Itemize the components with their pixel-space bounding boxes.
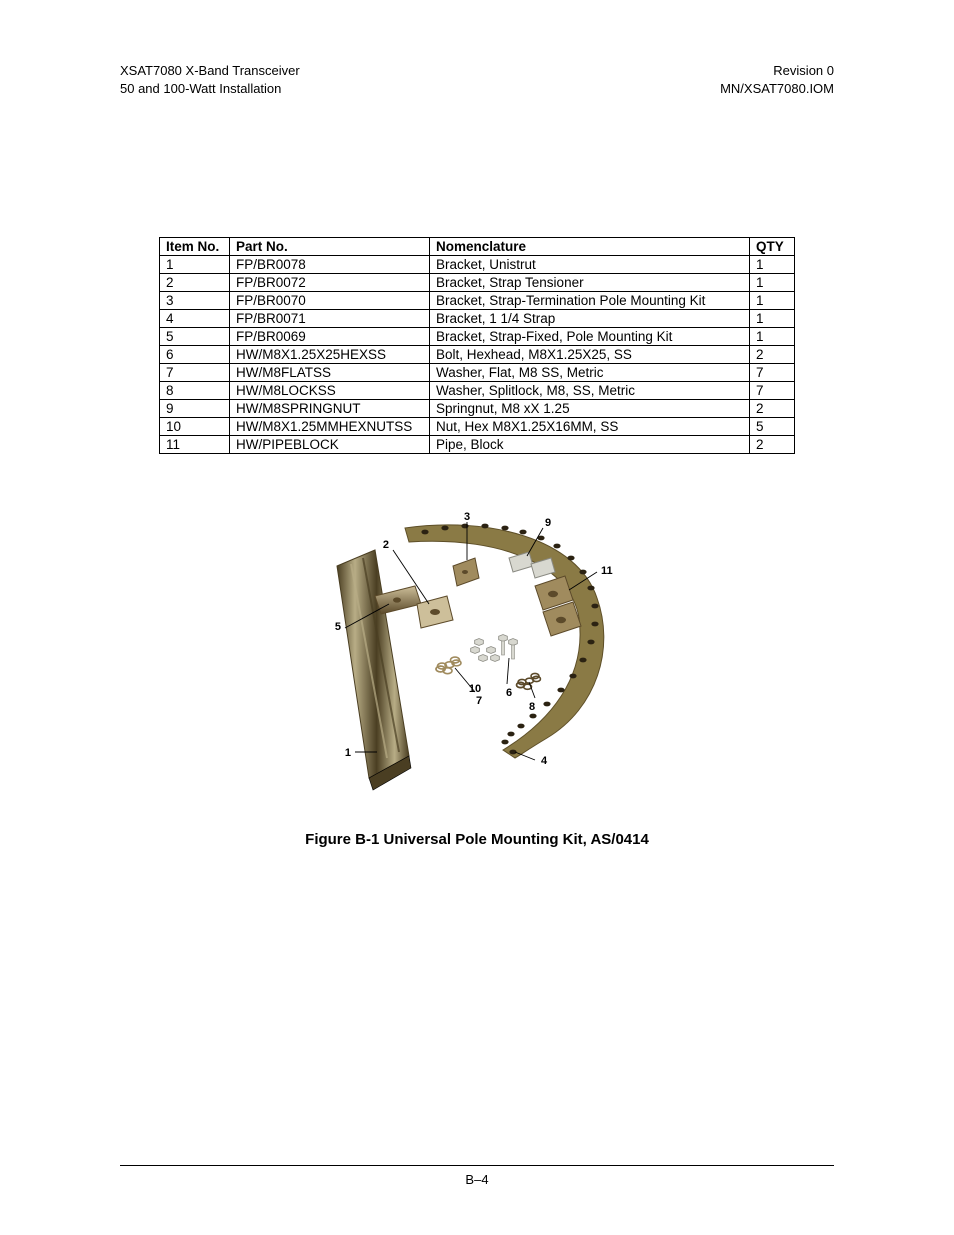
svg-text:5: 5	[335, 621, 341, 633]
header-left-line2: 50 and 100-Watt Installation	[120, 80, 300, 98]
table-cell: 1	[160, 256, 230, 274]
bom-header-row: Item No. Part No. Nomenclature QTY	[160, 238, 795, 256]
table-cell: 5	[750, 418, 795, 436]
col-header-qty: QTY	[750, 238, 795, 256]
table-cell: 3	[160, 292, 230, 310]
header-left-line1: XSAT7080 X-Band Transceiver	[120, 62, 300, 80]
page-number: B–4	[465, 1172, 488, 1187]
table-row: 5FP/BR0069Bracket, Strap-Fixed, Pole Mou…	[160, 328, 795, 346]
header-right: Revision 0 MN/XSAT7080.IOM	[720, 62, 834, 97]
table-cell: 4	[160, 310, 230, 328]
table-cell: 7	[160, 364, 230, 382]
svg-text:6: 6	[506, 687, 512, 699]
table-cell: FP/BR0071	[230, 310, 430, 328]
table-cell: HW/M8FLATSS	[230, 364, 430, 382]
table-cell: HW/M8SPRINGNUT	[230, 400, 430, 418]
svg-text:9: 9	[545, 517, 551, 529]
table-cell: HW/M8X1.25MMHEXNUTSS	[230, 418, 430, 436]
table-cell: Pipe, Block	[430, 436, 750, 454]
table-cell: Bracket, Unistrut	[430, 256, 750, 274]
header-right-line2: MN/XSAT7080.IOM	[720, 80, 834, 98]
table-cell: 6	[160, 346, 230, 364]
svg-text:1: 1	[345, 747, 351, 759]
table-cell: Washer, Flat, M8 SS, Metric	[430, 364, 750, 382]
svg-text:8: 8	[529, 701, 535, 713]
table-cell: Bolt, Hexhead, M8X1.25X25, SS	[430, 346, 750, 364]
svg-text:11: 11	[601, 565, 613, 577]
svg-text:2: 2	[383, 539, 389, 551]
table-cell: HW/M8X1.25X25HEXSS	[230, 346, 430, 364]
table-cell: FP/BR0072	[230, 274, 430, 292]
table-row: 8HW/M8LOCKSSWasher, Splitlock, M8, SS, M…	[160, 382, 795, 400]
table-cell: Bracket, Strap-Termination Pole Mounting…	[430, 292, 750, 310]
table-cell: Bracket, 1 1/4 Strap	[430, 310, 750, 328]
table-cell: Bracket, Strap Tensioner	[430, 274, 750, 292]
col-header-item: Item No.	[160, 238, 230, 256]
table-cell: 10	[160, 418, 230, 436]
table-cell: 9	[160, 400, 230, 418]
table-cell: Nut, Hex M8X1.25X16MM, SS	[430, 418, 750, 436]
table-cell: Springnut, M8 xX 1.25	[430, 400, 750, 418]
svg-text:3: 3	[464, 511, 470, 523]
table-cell: 1	[750, 256, 795, 274]
table-row: 3FP/BR0070Bracket, Strap-Termination Pol…	[160, 292, 795, 310]
table-cell: HW/M8LOCKSS	[230, 382, 430, 400]
table-cell: 7	[750, 364, 795, 382]
table-cell: Washer, Splitlock, M8, SS, Metric	[430, 382, 750, 400]
table-cell: FP/BR0069	[230, 328, 430, 346]
figure-caption: Figure B-1 Universal Pole Mounting Kit, …	[120, 831, 834, 848]
svg-text:4: 4	[541, 755, 548, 767]
table-cell: 1	[750, 328, 795, 346]
table-row: 11HW/PIPEBLOCKPipe, Block2	[160, 436, 795, 454]
table-cell: FP/BR0078	[230, 256, 430, 274]
header-left: XSAT7080 X-Band Transceiver 50 and 100-W…	[120, 62, 300, 97]
table-cell: 2	[750, 436, 795, 454]
svg-text:7: 7	[476, 695, 482, 707]
header-right-line1: Revision 0	[720, 62, 834, 80]
table-cell: 2	[750, 400, 795, 418]
bom-table-body: 1FP/BR0078Bracket, Unistrut12FP/BR0072Br…	[160, 256, 795, 454]
table-cell: 1	[750, 274, 795, 292]
figure-illustration: 3 2 9 11 5 710 6 8 4 1	[297, 508, 657, 798]
table-row: 6HW/M8X1.25X25HEXSSBolt, Hexhead, M8X1.2…	[160, 346, 795, 364]
table-row: 10HW/M8X1.25MMHEXNUTSSNut, Hex M8X1.25X1…	[160, 418, 795, 436]
table-cell: 1	[750, 292, 795, 310]
page-header: XSAT7080 X-Band Transceiver 50 and 100-W…	[120, 62, 834, 97]
page-footer: B–4	[120, 1165, 834, 1187]
table-row: 9HW/M8SPRINGNUTSpringnut, M8 xX 1.252	[160, 400, 795, 418]
col-header-part: Part No.	[230, 238, 430, 256]
svg-text:10: 10	[469, 683, 481, 695]
table-cell: 5	[160, 328, 230, 346]
table-cell: 1	[750, 310, 795, 328]
table-cell: 8	[160, 382, 230, 400]
figure-wrap: 3 2 9 11 5 710 6 8 4 1 Figure B-1 Universal Pole …	[120, 508, 834, 848]
table-row: 4FP/BR0071Bracket, 1 1/4 Strap1	[160, 310, 795, 328]
table-cell: Bracket, Strap-Fixed, Pole Mounting Kit	[430, 328, 750, 346]
col-header-nomenclature: Nomenclature	[430, 238, 750, 256]
table-cell: 2	[160, 274, 230, 292]
table-cell: 7	[750, 382, 795, 400]
bom-table-head: Item No. Part No. Nomenclature QTY	[160, 238, 795, 256]
table-row: 7HW/M8FLATSSWasher, Flat, M8 SS, Metric7	[160, 364, 795, 382]
table-cell: HW/PIPEBLOCK	[230, 436, 430, 454]
table-row: 2FP/BR0072Bracket, Strap Tensioner1	[160, 274, 795, 292]
table-cell: FP/BR0070	[230, 292, 430, 310]
table-cell: 11	[160, 436, 230, 454]
table-row: 1FP/BR0078Bracket, Unistrut1	[160, 256, 795, 274]
page: XSAT7080 X-Band Transceiver 50 and 100-W…	[0, 0, 954, 1235]
bom-table: Item No. Part No. Nomenclature QTY 1FP/B…	[159, 237, 795, 454]
table-cell: 2	[750, 346, 795, 364]
